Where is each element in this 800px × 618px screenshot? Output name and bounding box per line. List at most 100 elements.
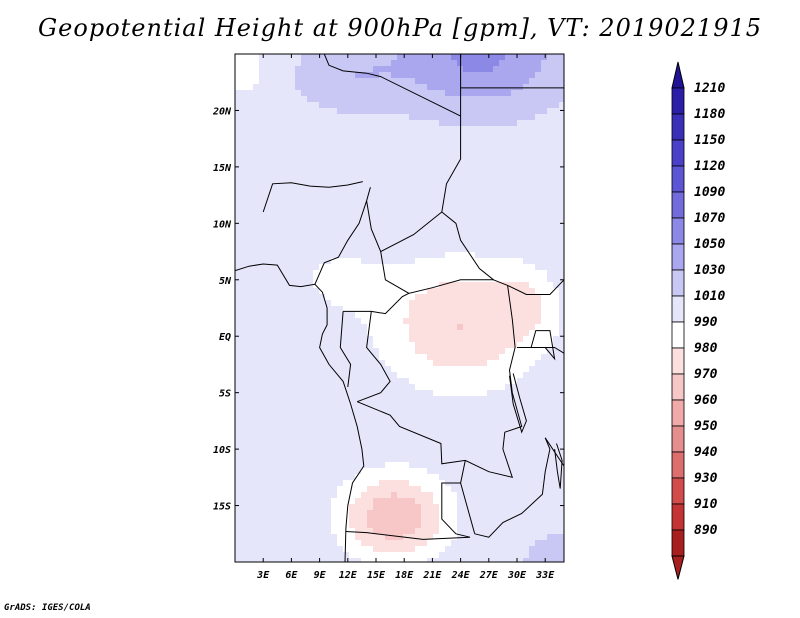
field-cell	[433, 456, 440, 463]
field-cell	[367, 276, 374, 283]
field-cell	[517, 384, 524, 391]
field-cell	[319, 114, 326, 121]
field-cell	[421, 468, 428, 475]
field-cell	[511, 450, 518, 457]
field-cell	[493, 378, 500, 385]
field-cell	[235, 108, 242, 115]
field-cell	[457, 390, 464, 397]
field-cell	[331, 372, 338, 379]
field-cell	[559, 408, 564, 415]
field-cell	[367, 162, 374, 169]
field-cell	[265, 522, 272, 529]
field-cell	[463, 330, 470, 337]
field-cell	[313, 522, 320, 529]
field-cell	[523, 90, 530, 97]
field-cell	[307, 462, 314, 469]
field-cell	[259, 60, 266, 67]
field-cell	[319, 228, 326, 235]
field-cell	[301, 342, 308, 349]
field-cell	[253, 546, 260, 553]
field-cell	[277, 96, 284, 103]
field-cell	[529, 192, 536, 199]
field-cell	[253, 366, 260, 373]
field-cell	[343, 384, 350, 391]
field-cell	[553, 72, 560, 79]
field-cell	[283, 444, 290, 451]
field-cell	[337, 126, 344, 133]
field-cell	[391, 234, 398, 241]
field-cell	[259, 462, 266, 469]
field-cell	[343, 408, 350, 415]
field-cell	[415, 240, 422, 247]
field-cell	[265, 168, 272, 175]
field-cell	[397, 102, 404, 109]
field-cell	[289, 384, 296, 391]
field-cell	[511, 186, 518, 193]
field-cell	[349, 336, 356, 343]
field-cell	[415, 414, 422, 421]
field-cell	[505, 114, 512, 121]
field-cell	[403, 312, 410, 319]
field-cell	[397, 414, 404, 421]
field-cell	[319, 156, 326, 163]
field-cell	[337, 384, 344, 391]
field-cell	[343, 444, 350, 451]
field-cell	[535, 378, 542, 385]
field-cell	[241, 60, 248, 67]
field-cell	[427, 174, 434, 181]
field-cell	[241, 390, 248, 397]
field-cell	[355, 336, 362, 343]
field-cell	[475, 126, 482, 133]
field-cell	[481, 486, 488, 493]
field-cell	[253, 126, 260, 133]
field-cell	[283, 282, 290, 289]
field-cell	[313, 354, 320, 361]
field-cell	[535, 336, 542, 343]
field-cell	[403, 318, 410, 325]
field-cell	[463, 324, 470, 331]
field-cell	[271, 216, 278, 223]
field-cell	[493, 486, 500, 493]
field-cell	[481, 402, 488, 409]
field-cell	[349, 282, 356, 289]
field-cell	[259, 336, 266, 343]
field-cell	[241, 174, 248, 181]
field-cell	[253, 270, 260, 277]
field-cell	[463, 396, 470, 403]
field-cell	[427, 468, 434, 475]
field-cell	[271, 444, 278, 451]
field-cell	[325, 462, 332, 469]
field-cell	[277, 504, 284, 511]
field-cell	[409, 546, 416, 553]
field-cell	[295, 450, 302, 457]
field-cell	[529, 336, 536, 343]
field-cell	[367, 378, 374, 385]
field-cell	[259, 480, 266, 487]
field-cell	[409, 378, 416, 385]
field-cell	[301, 246, 308, 253]
field-cell	[331, 72, 338, 79]
field-cell	[313, 270, 320, 277]
field-cell	[331, 438, 338, 445]
field-cell	[559, 252, 564, 259]
field-cell	[307, 426, 314, 433]
field-cell	[457, 258, 464, 265]
colorbar-label: 1030	[694, 263, 725, 278]
field-cell	[475, 252, 482, 259]
field-cell	[349, 396, 356, 403]
field-cell	[241, 240, 248, 247]
field-cell	[289, 354, 296, 361]
field-cell	[409, 204, 416, 211]
field-cell	[559, 150, 564, 157]
field-cell	[487, 318, 494, 325]
field-cell	[331, 462, 338, 469]
field-cell	[277, 132, 284, 139]
field-cell	[367, 258, 374, 265]
field-cell	[283, 510, 290, 517]
field-cell	[499, 486, 506, 493]
field-cell	[301, 240, 308, 247]
field-cell	[523, 228, 530, 235]
field-cell	[475, 210, 482, 217]
field-cell	[487, 198, 494, 205]
field-cell	[319, 150, 326, 157]
